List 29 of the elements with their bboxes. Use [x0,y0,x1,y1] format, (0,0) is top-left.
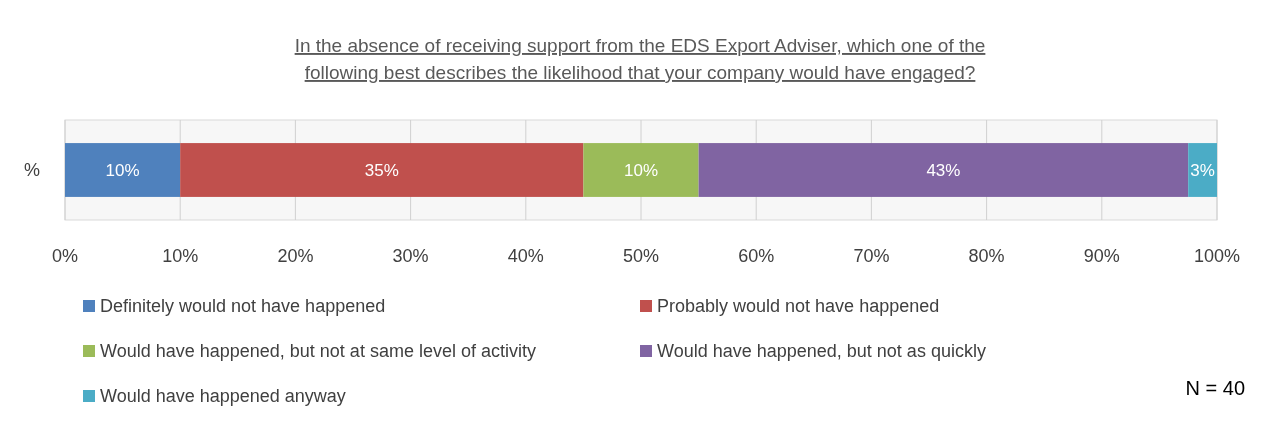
x-tick-label: 80% [968,246,1005,267]
data-label: 35% [364,160,399,180]
bar [180,143,584,197]
chart-title: In the absence of receiving support from the EDS Export Adviser, which one of the following best describes the likelihood that your company would have engaged? [294,35,986,83]
bar [583,143,699,197]
legend-label: Definitely would not have happened [100,296,386,317]
text: N = 40 [1185,377,1245,399]
x-tick-label: 70% [853,246,890,267]
x-tick-label: 100% [1193,246,1241,267]
data-label: 43% [926,160,961,180]
legend-label: Probably would not have happened [657,296,940,317]
x-tick-label: 10% [162,246,199,267]
legend-label: Would have happened, but not as quickly [657,341,986,362]
x-tick-label: 40% [507,246,544,267]
data-label: 3% [1190,160,1215,180]
bar [1188,143,1217,197]
data-label: 10% [105,160,140,180]
x-tick-label: 90% [1083,246,1120,267]
x-tick-label: 0% [51,246,79,267]
legend-label: Would have happened anyway [100,386,346,407]
bar [65,143,181,197]
y-tick-label: % [23,160,40,181]
x-tick-label: 60% [738,246,775,267]
legend-label: Would have happened, but not at same level of activity [100,341,536,362]
x-tick-label: 20% [277,246,314,267]
bar [698,143,1189,197]
x-tick-label: 30% [392,246,429,267]
data-label: 10% [623,160,659,180]
x-tick-label: 50% [622,246,660,267]
